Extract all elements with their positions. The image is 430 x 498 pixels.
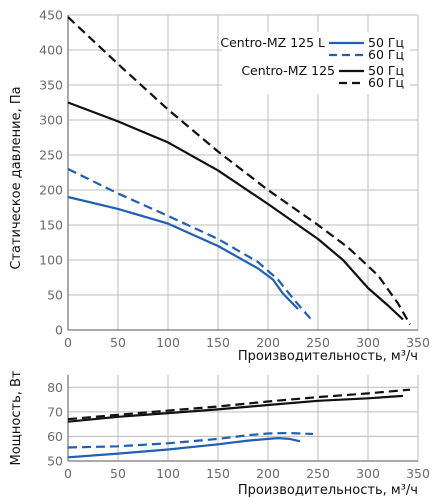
power-x-tick-label: 0 (64, 466, 72, 481)
legend-freq-125l-50: 50 Гц (368, 35, 404, 50)
power-series-line-0 (67, 437, 301, 459)
pressure-y-axis-label: Статическое давление, Па (9, 86, 24, 269)
pressure-x-tick-label: 250 (306, 335, 330, 350)
pressure-x-axis-label: Производительность, м³/ч (238, 349, 418, 364)
power-x-tick-label: 350 (406, 466, 430, 481)
pressure-y-tick-label: 300 (39, 113, 63, 128)
pressure-x-tick-label: 350 (406, 335, 430, 350)
power-y-axis-label: Мощность, Вт (9, 370, 24, 465)
pressure-x-tick-label: 300 (356, 335, 380, 350)
pressure-x-tick-label: 50 (110, 335, 126, 350)
power-y-tick-label: 50 (47, 454, 63, 469)
pressure-y-tick-label: 400 (39, 43, 63, 58)
power-axes (67, 375, 418, 462)
power-x-tick-label: 250 (306, 466, 330, 481)
pressure-x-tick-label: 0 (64, 335, 72, 350)
pressure-y-tick-label: 0 (55, 323, 63, 338)
power-x-tick-label: 150 (206, 466, 230, 481)
pressure-y-tick-label: 200 (39, 183, 63, 198)
power-x-tick-label: 200 (256, 466, 280, 481)
pressure-x-tick-label: 100 (156, 335, 180, 350)
power-y-tick-label: 60 (47, 429, 63, 444)
power-series-line-3 (67, 388, 411, 421)
pressure-y-tick-label: 50 (47, 288, 63, 303)
power-y-tick-label: 80 (47, 380, 63, 395)
pressure-series-line-1 (67, 168, 314, 323)
legend-freq-125-60: 60 Гц (368, 75, 404, 90)
power-x-tick-label: 300 (356, 466, 380, 481)
legend-model-centro-mz-125-l: Centro-MZ 125 L (220, 35, 325, 50)
pressure-x-tick-label: 200 (256, 335, 280, 350)
pressure-y-tick-label: 350 (39, 78, 63, 93)
pressure-y-tick-label: 450 (39, 8, 63, 23)
power-series (67, 388, 411, 459)
power-y-tick-label: 70 (47, 404, 63, 419)
pressure-y-tick-label: 150 (39, 218, 63, 233)
pressure-x-tick-label: 150 (206, 335, 230, 350)
power-grid (67, 375, 419, 462)
legend-box (222, 32, 410, 94)
pressure-chart: 0 50 100 150 200 250 300 350 0 50 100 150 200 250 300 3… (9, 8, 430, 365)
pressure-tick-labels: 0 50 100 150 200 250 300 350 0 50 100 150 200 250 300 3… (39, 8, 430, 351)
pressure-series-line-3 (67, 16, 411, 325)
power-series-line-1 (67, 431, 314, 449)
pressure-y-tick-label: 250 (39, 148, 63, 163)
pressure-y-tick-label: 100 (39, 253, 63, 268)
pressure-series (67, 16, 411, 325)
power-series-line-2 (67, 394, 404, 423)
power-x-tick-label: 50 (110, 466, 126, 481)
legend-freq-125-50: 50 Гц (368, 63, 404, 78)
pressure-series-line-2 (67, 101, 404, 321)
pressure-series-line-0 (67, 195, 299, 310)
legend: Centro-MZ 125 L 50 Гц 60 Гц Centro-MZ 12… (220, 32, 410, 94)
legend-freq-125l-60: 60 Гц (368, 47, 404, 62)
pressure-axes (67, 15, 418, 331)
power-x-tick-label: 100 (156, 466, 180, 481)
legend-model-centro-mz-125: Centro-MZ 125 (241, 63, 335, 78)
power-x-axis-label: Производительность, м³/ч (238, 483, 418, 498)
